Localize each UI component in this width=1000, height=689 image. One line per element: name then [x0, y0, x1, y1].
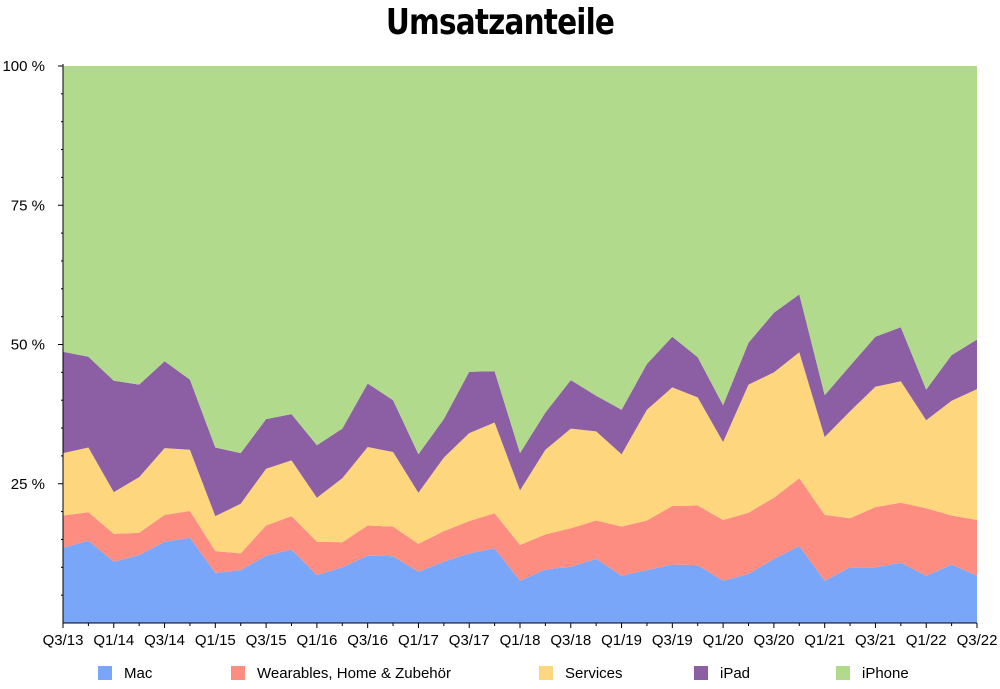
y-tick-label: 25 %: [11, 476, 45, 493]
x-tick-label: Q3/22: [957, 632, 998, 649]
x-tick-label: Q3/16: [347, 632, 388, 649]
legend-label: Wearables, Home & Zubehör: [257, 664, 451, 682]
x-tick-label: Q3/21: [855, 632, 896, 649]
x-tick-label: Q1/14: [93, 632, 134, 649]
x-tick-labels: Q3/13 Q1/14 Q3/14 Q1/15 Q3/15 Q1/16 Q3/16 Q1/17…: [43, 632, 998, 649]
y-tick-label: 75 %: [11, 197, 45, 214]
x-tick-label: Q3/17: [449, 632, 490, 649]
x-tick-label: Q1/22: [906, 632, 947, 649]
x-tick-label: Q1/20: [703, 632, 744, 649]
x-tick-label: Q3/14: [144, 632, 185, 649]
area-iphone: [63, 66, 977, 455]
legend-swatch: [836, 666, 850, 680]
x-tick-label: Q1/16: [296, 632, 337, 649]
area-services: [63, 352, 977, 554]
legend-swatch: [98, 666, 112, 680]
legend-swatch: [694, 666, 708, 680]
x-tick-label: Q1/17: [398, 632, 439, 649]
x-tick-label: Q3/15: [246, 632, 287, 649]
area-layers: [63, 66, 977, 623]
x-tick-label: Q1/21: [804, 632, 845, 649]
y-tick-label: 100 %: [2, 58, 45, 75]
axes: [58, 64, 978, 628]
legend-label: iPhone: [862, 664, 909, 682]
y-tick-label: 50 %: [11, 337, 45, 354]
x-tick-label: Q3/20: [753, 632, 794, 649]
x-tick-label: Q1/18: [500, 632, 541, 649]
legend-item-iphone: iPhone: [836, 660, 909, 686]
x-tick-label: Q3/18: [550, 632, 591, 649]
chart-title: Umsatzanteile: [385, 2, 615, 43]
legend-label: Mac: [124, 664, 153, 682]
legend-swatch: [539, 666, 553, 680]
area-ipad: [63, 294, 977, 517]
legend-item-services: Services: [539, 660, 623, 686]
x-tick-label: Q1/19: [601, 632, 642, 649]
legend-item-mac: Mac: [98, 660, 152, 686]
legend-swatch: [231, 666, 245, 680]
x-tick-label: Q3/19: [652, 632, 693, 649]
legend-label: Services: [565, 664, 623, 682]
y-tick-labels: 25 % 50 % 75 % 100 %: [2, 58, 45, 493]
area-mac: [63, 537, 977, 623]
x-tick-label: Q3/13: [43, 632, 84, 649]
area-wearables-home-zubeh-r: [63, 478, 977, 581]
legend-item-ipad: iPad: [694, 660, 750, 686]
legend-label: iPad: [720, 664, 751, 682]
legend: Mac Wearables, Home & Zubehör Services iPad…: [0, 660, 1000, 686]
x-tick-label: Q1/15: [195, 632, 236, 649]
legend-item-wearables-home-zubeh-r: Wearables, Home & Zubehör: [231, 660, 451, 686]
